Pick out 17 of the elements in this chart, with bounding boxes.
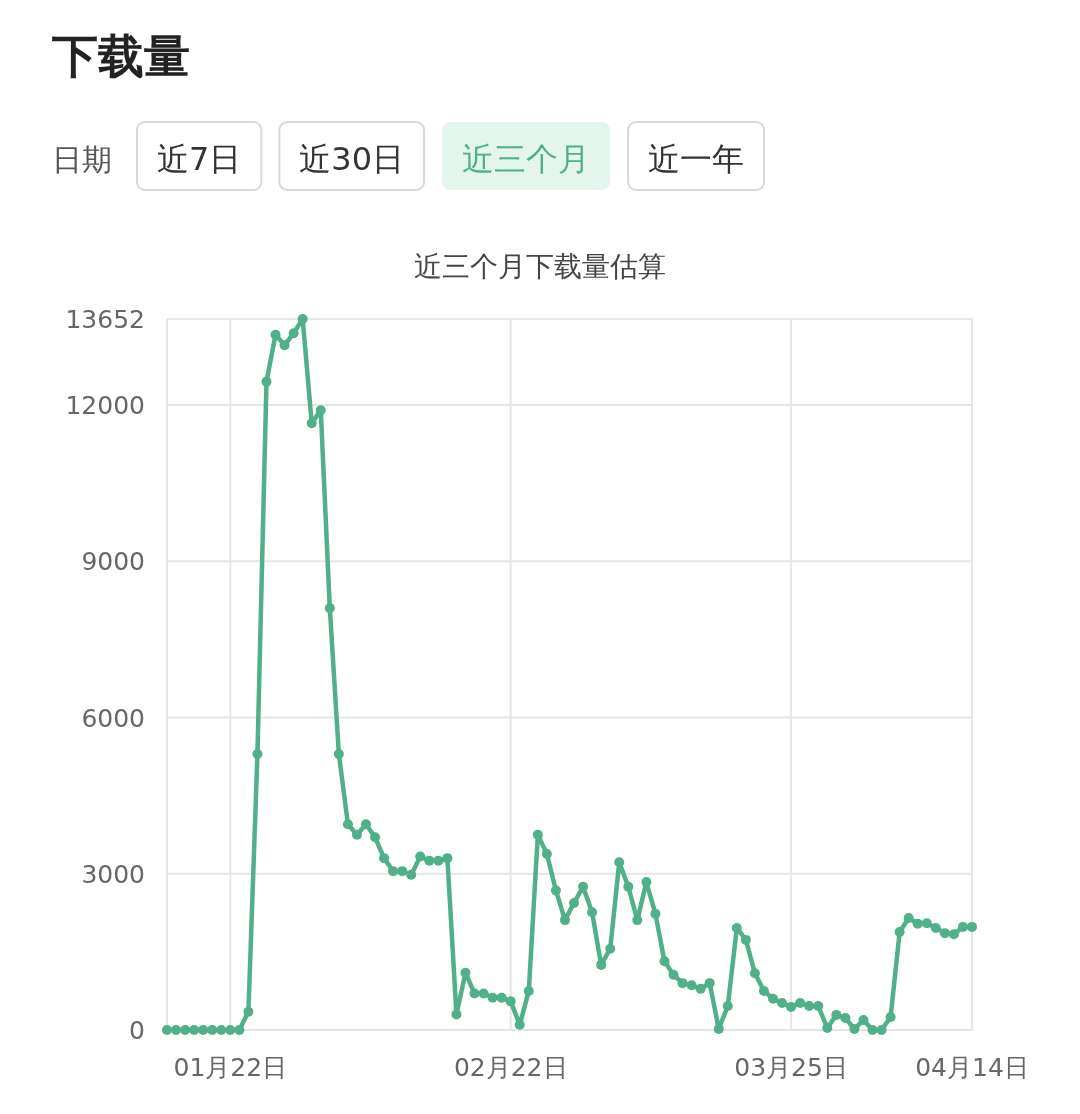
text: 近一年 bbox=[648, 140, 745, 178]
text: 下载量 bbox=[52, 29, 190, 83]
text: 日期 bbox=[52, 142, 112, 177]
y-tick-label: 6000 bbox=[81, 703, 145, 733]
x-tick-label: 02月22日 bbox=[453, 1053, 568, 1082]
y-tick-label: 13652 bbox=[65, 305, 145, 334]
y-tick-label: 0 bbox=[129, 1016, 145, 1045]
y-tick-label: 12000 bbox=[65, 391, 145, 421]
chart-title: 近三个月下载量估算 bbox=[414, 250, 666, 283]
x-tick-label: 01月22日 bbox=[173, 1053, 288, 1082]
text: 近30日 bbox=[299, 140, 405, 178]
x-tick-label: 03月25日 bbox=[734, 1053, 848, 1082]
text: 近三个月 bbox=[462, 140, 591, 178]
text: 近7日 bbox=[157, 140, 242, 178]
x-tick-label: 04月14日 bbox=[915, 1053, 1029, 1082]
y-tick-label: 3000 bbox=[81, 859, 145, 889]
y-tick-label: 9000 bbox=[81, 547, 145, 577]
